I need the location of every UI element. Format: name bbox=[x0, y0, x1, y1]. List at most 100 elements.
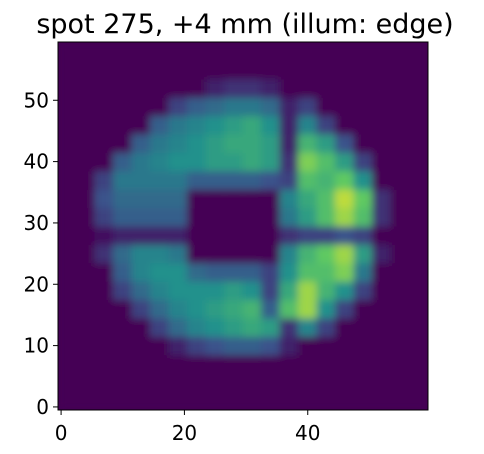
heatmap-cell bbox=[279, 115, 299, 135]
heatmap-cell bbox=[242, 188, 262, 209]
heatmap-cell bbox=[113, 280, 133, 301]
heatmap-cell bbox=[298, 335, 318, 356]
heatmap-cell bbox=[224, 243, 244, 264]
heatmap-cell bbox=[372, 317, 392, 337]
heatmap-cell bbox=[390, 133, 410, 153]
heatmap-cell bbox=[76, 133, 96, 153]
heatmap-cell bbox=[205, 59, 225, 80]
heatmap-cell bbox=[113, 225, 133, 245]
heatmap-cell bbox=[279, 170, 299, 190]
heatmap-cell bbox=[279, 262, 299, 282]
heatmap-cell bbox=[409, 151, 428, 172]
heatmap-cell bbox=[131, 317, 151, 337]
heatmap-cell bbox=[76, 299, 96, 319]
heatmap-cell bbox=[372, 280, 392, 301]
heatmap-cell bbox=[94, 280, 114, 301]
heatmap-cell bbox=[242, 96, 262, 117]
heatmap-cell bbox=[113, 170, 133, 190]
heatmap-cell bbox=[353, 280, 373, 301]
heatmap-cell bbox=[224, 335, 244, 356]
heatmap-cell bbox=[113, 335, 133, 356]
heatmap-cell bbox=[131, 243, 151, 264]
heatmap-cell bbox=[94, 170, 114, 190]
heatmap-cell bbox=[94, 225, 114, 245]
heatmap-cell bbox=[372, 133, 392, 153]
heatmap-cell bbox=[335, 42, 355, 61]
heatmap-cell bbox=[390, 280, 410, 301]
heatmap-cell bbox=[409, 391, 428, 410]
heatmap-cell bbox=[298, 42, 318, 61]
heatmap-cell bbox=[353, 335, 373, 356]
heatmap-cell bbox=[168, 133, 188, 153]
heatmap-cell bbox=[316, 42, 336, 61]
heatmap-cell bbox=[131, 225, 151, 245]
heatmap-cell bbox=[372, 96, 392, 117]
heatmap-cell bbox=[131, 354, 151, 374]
heatmap-cell bbox=[353, 207, 373, 227]
heatmap-cell bbox=[279, 151, 299, 172]
heatmap-cell bbox=[409, 225, 428, 245]
heatmap-cell bbox=[58, 354, 77, 374]
heatmap-cell bbox=[298, 151, 318, 172]
heatmap-cell bbox=[94, 372, 114, 393]
heatmap-cell bbox=[131, 151, 151, 172]
heatmap-cell bbox=[58, 42, 77, 61]
heatmap-cell bbox=[205, 115, 225, 135]
x-tick-label: 20 bbox=[172, 421, 197, 445]
heatmap-cell bbox=[187, 317, 207, 337]
heatmap-cell bbox=[335, 243, 355, 264]
heatmap-cell bbox=[298, 354, 318, 374]
heatmap-cell bbox=[187, 372, 207, 393]
heatmap-cell bbox=[353, 78, 373, 98]
heatmap-cell bbox=[242, 151, 262, 172]
heatmap-cell bbox=[353, 42, 373, 61]
heatmap-cell bbox=[205, 207, 225, 227]
heatmap-cell bbox=[279, 59, 299, 80]
heatmap-cell bbox=[372, 188, 392, 209]
heatmap-cell bbox=[168, 391, 188, 410]
heatmap-cell bbox=[390, 262, 410, 282]
heatmap-cell bbox=[113, 133, 133, 153]
heatmap-cell bbox=[261, 170, 281, 190]
heatmap-cell bbox=[76, 354, 96, 374]
heatmap-cell bbox=[335, 299, 355, 319]
heatmap-cell bbox=[335, 372, 355, 393]
heatmap-cell bbox=[113, 354, 133, 374]
heatmap-cell bbox=[279, 78, 299, 98]
heatmap-cell bbox=[131, 280, 151, 301]
heatmap-cell bbox=[390, 354, 410, 374]
heatmap-cell bbox=[58, 243, 77, 264]
heatmap-cell bbox=[224, 42, 244, 61]
heatmap-cell bbox=[353, 299, 373, 319]
heatmap-cell bbox=[168, 299, 188, 319]
heatmap-cell bbox=[131, 372, 151, 393]
heatmap-cell bbox=[187, 188, 207, 209]
heatmap-cell bbox=[76, 42, 96, 61]
heatmap-cell bbox=[58, 59, 77, 80]
heatmap-cell bbox=[76, 188, 96, 209]
plot-area bbox=[58, 42, 428, 410]
heatmap-cell bbox=[279, 391, 299, 410]
heatmap-cell bbox=[150, 151, 170, 172]
heatmap-cell bbox=[187, 78, 207, 98]
heatmap-cell bbox=[390, 335, 410, 356]
heatmap-cell bbox=[150, 78, 170, 98]
heatmap-cell bbox=[150, 391, 170, 410]
heatmap-cell bbox=[279, 335, 299, 356]
heatmap-cell bbox=[205, 96, 225, 117]
heatmap-cell bbox=[316, 280, 336, 301]
heatmap-cell bbox=[298, 225, 318, 245]
heatmap-cell bbox=[372, 262, 392, 282]
heatmap-cell bbox=[316, 207, 336, 227]
heatmap-cell bbox=[316, 372, 336, 393]
heatmap-cell bbox=[390, 372, 410, 393]
heatmap-cell bbox=[205, 262, 225, 282]
heatmap-cell bbox=[353, 262, 373, 282]
heatmap-cell bbox=[168, 115, 188, 135]
y-tick-label: 0 bbox=[36, 395, 49, 419]
heatmap-cell bbox=[335, 335, 355, 356]
heatmap-cell bbox=[409, 335, 428, 356]
heatmap-cell bbox=[298, 207, 318, 227]
heatmap-cell bbox=[335, 280, 355, 301]
